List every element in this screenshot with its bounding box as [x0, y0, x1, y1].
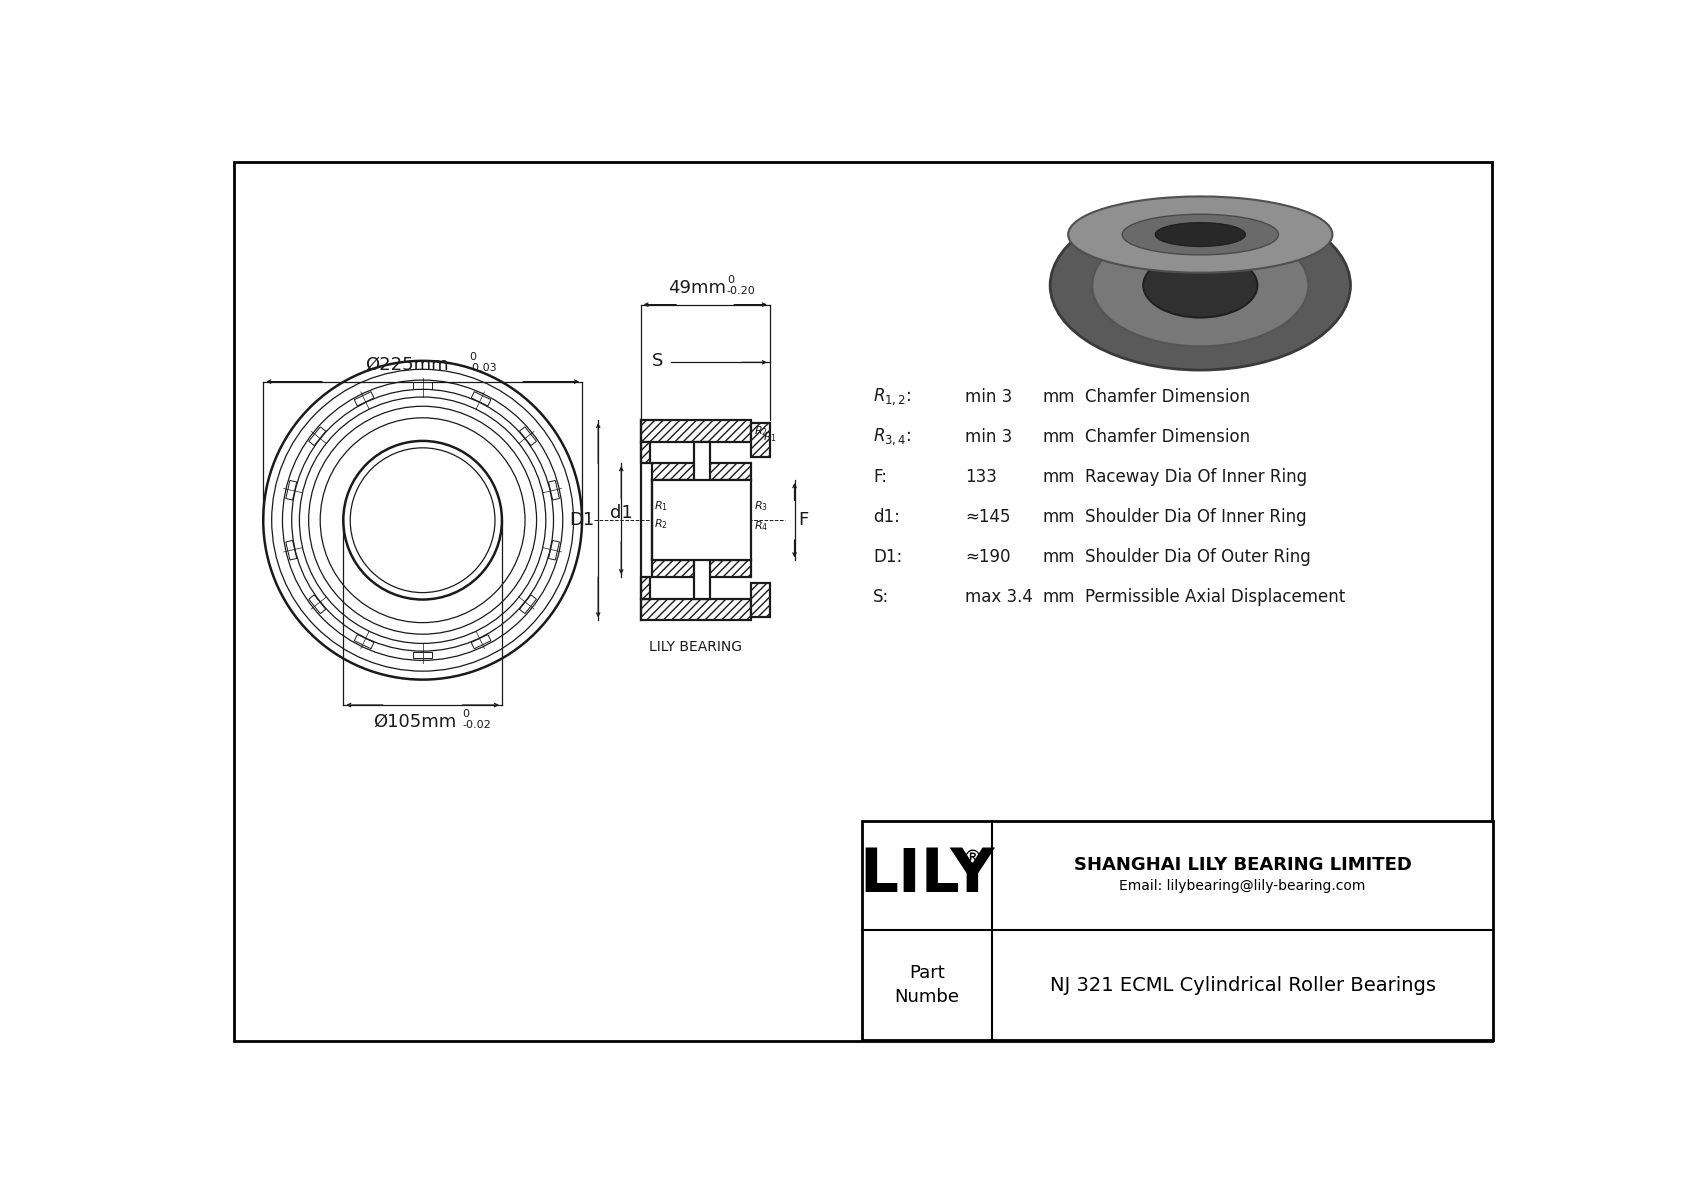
Text: mm: mm: [1042, 548, 1074, 566]
Bar: [413, 382, 431, 389]
Text: $R_1$: $R_1$: [763, 430, 776, 444]
Text: Ø105mm: Ø105mm: [374, 713, 456, 731]
Text: S: S: [652, 351, 663, 370]
Bar: [519, 594, 537, 613]
Text: SHANGHAI LILY BEARING LIMITED: SHANGHAI LILY BEARING LIMITED: [1074, 855, 1411, 874]
Text: Raceway Dia Of Inner Ring: Raceway Dia Of Inner Ring: [1084, 468, 1307, 486]
Bar: [286, 480, 296, 500]
Ellipse shape: [1155, 223, 1246, 247]
Bar: [308, 594, 325, 613]
Text: Part
Numbe: Part Numbe: [894, 965, 960, 1006]
Polygon shape: [652, 480, 751, 560]
Polygon shape: [640, 578, 650, 599]
Bar: [519, 426, 537, 445]
Ellipse shape: [1068, 197, 1332, 273]
Text: -0.20: -0.20: [727, 286, 756, 295]
Polygon shape: [640, 442, 650, 463]
Text: Ø225mm: Ø225mm: [365, 356, 450, 374]
Text: -0.03: -0.03: [468, 363, 497, 373]
Ellipse shape: [1143, 254, 1258, 318]
Text: D1:: D1:: [872, 548, 903, 566]
Text: mm: mm: [1042, 509, 1074, 526]
Text: LILY: LILY: [859, 846, 995, 905]
Text: F:: F:: [872, 468, 887, 486]
Bar: [549, 541, 559, 560]
Text: $R_4$: $R_4$: [754, 519, 768, 534]
Text: d1:: d1:: [872, 509, 899, 526]
Text: Email: lilybearing@lily-bearing.com: Email: lilybearing@lily-bearing.com: [1120, 879, 1366, 893]
Bar: [308, 426, 325, 445]
Text: ≈145: ≈145: [965, 509, 1010, 526]
Ellipse shape: [1051, 200, 1351, 370]
Text: Chamfer Dimension: Chamfer Dimension: [1084, 388, 1250, 406]
Bar: [354, 635, 374, 649]
Polygon shape: [640, 420, 751, 442]
Text: mm: mm: [1042, 468, 1074, 486]
Text: 49mm: 49mm: [669, 279, 726, 297]
Bar: [472, 635, 492, 649]
Text: $R_3$: $R_3$: [754, 499, 768, 513]
Text: ≈190: ≈190: [965, 548, 1010, 566]
Text: mm: mm: [1042, 388, 1074, 406]
Text: NJ 321 ECML Cylindrical Roller Bearings: NJ 321 ECML Cylindrical Roller Bearings: [1049, 975, 1436, 994]
Text: min 3: min 3: [965, 428, 1012, 447]
Text: S:: S:: [872, 588, 889, 606]
Polygon shape: [652, 560, 751, 578]
Text: d1: d1: [610, 504, 633, 522]
Text: D1: D1: [569, 511, 594, 529]
Polygon shape: [751, 584, 770, 617]
Text: ®: ®: [962, 849, 982, 868]
Bar: [472, 392, 492, 406]
Text: max 3.4: max 3.4: [965, 588, 1034, 606]
Text: 0: 0: [463, 710, 470, 719]
Bar: [413, 651, 431, 659]
Text: mm: mm: [1042, 588, 1074, 606]
Bar: [354, 392, 374, 406]
Text: $R_{3,4}$:: $R_{3,4}$:: [872, 426, 911, 448]
Text: Permissible Axial Displacement: Permissible Axial Displacement: [1084, 588, 1346, 606]
Polygon shape: [694, 442, 711, 599]
Text: $R_2$: $R_2$: [754, 424, 768, 438]
Text: LILY BEARING: LILY BEARING: [650, 641, 743, 654]
Text: $R_2$: $R_2$: [655, 517, 669, 531]
Text: 0: 0: [468, 353, 477, 362]
Text: Chamfer Dimension: Chamfer Dimension: [1084, 428, 1250, 447]
Polygon shape: [652, 463, 751, 480]
Text: mm: mm: [1042, 428, 1074, 447]
Text: Shoulder Dia Of Outer Ring: Shoulder Dia Of Outer Ring: [1084, 548, 1310, 566]
Text: F: F: [798, 511, 808, 529]
Text: -0.02: -0.02: [463, 721, 492, 730]
Text: $R_1$: $R_1$: [655, 499, 669, 513]
Text: min 3: min 3: [965, 388, 1012, 406]
Bar: [286, 541, 296, 560]
Polygon shape: [751, 423, 770, 457]
Bar: [549, 480, 559, 500]
Polygon shape: [640, 599, 751, 621]
Ellipse shape: [1122, 214, 1278, 255]
Text: 133: 133: [965, 468, 997, 486]
Polygon shape: [862, 821, 1494, 1040]
Ellipse shape: [1093, 224, 1308, 347]
Text: $R_{1,2}$:: $R_{1,2}$:: [872, 387, 911, 407]
Text: 0: 0: [727, 275, 734, 285]
Text: Shoulder Dia Of Inner Ring: Shoulder Dia Of Inner Ring: [1084, 509, 1307, 526]
